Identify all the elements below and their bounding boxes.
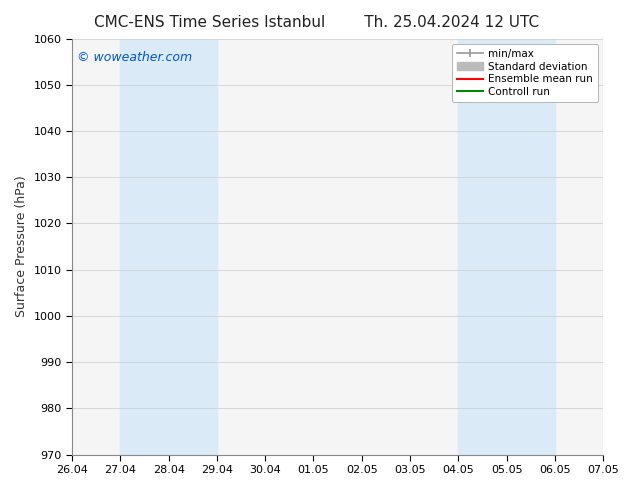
Bar: [120, 39, 217, 455]
Y-axis label: Surface Pressure (hPa): Surface Pressure (hPa): [15, 176, 28, 318]
Bar: [458, 39, 555, 455]
Bar: [603, 39, 634, 455]
Text: © woweather.com: © woweather.com: [77, 51, 193, 64]
Text: CMC-ENS Time Series Istanbul        Th. 25.04.2024 12 UTC: CMC-ENS Time Series Istanbul Th. 25.04.2…: [94, 15, 540, 30]
Legend: min/max, Standard deviation, Ensemble mean run, Controll run: min/max, Standard deviation, Ensemble me…: [451, 44, 598, 102]
